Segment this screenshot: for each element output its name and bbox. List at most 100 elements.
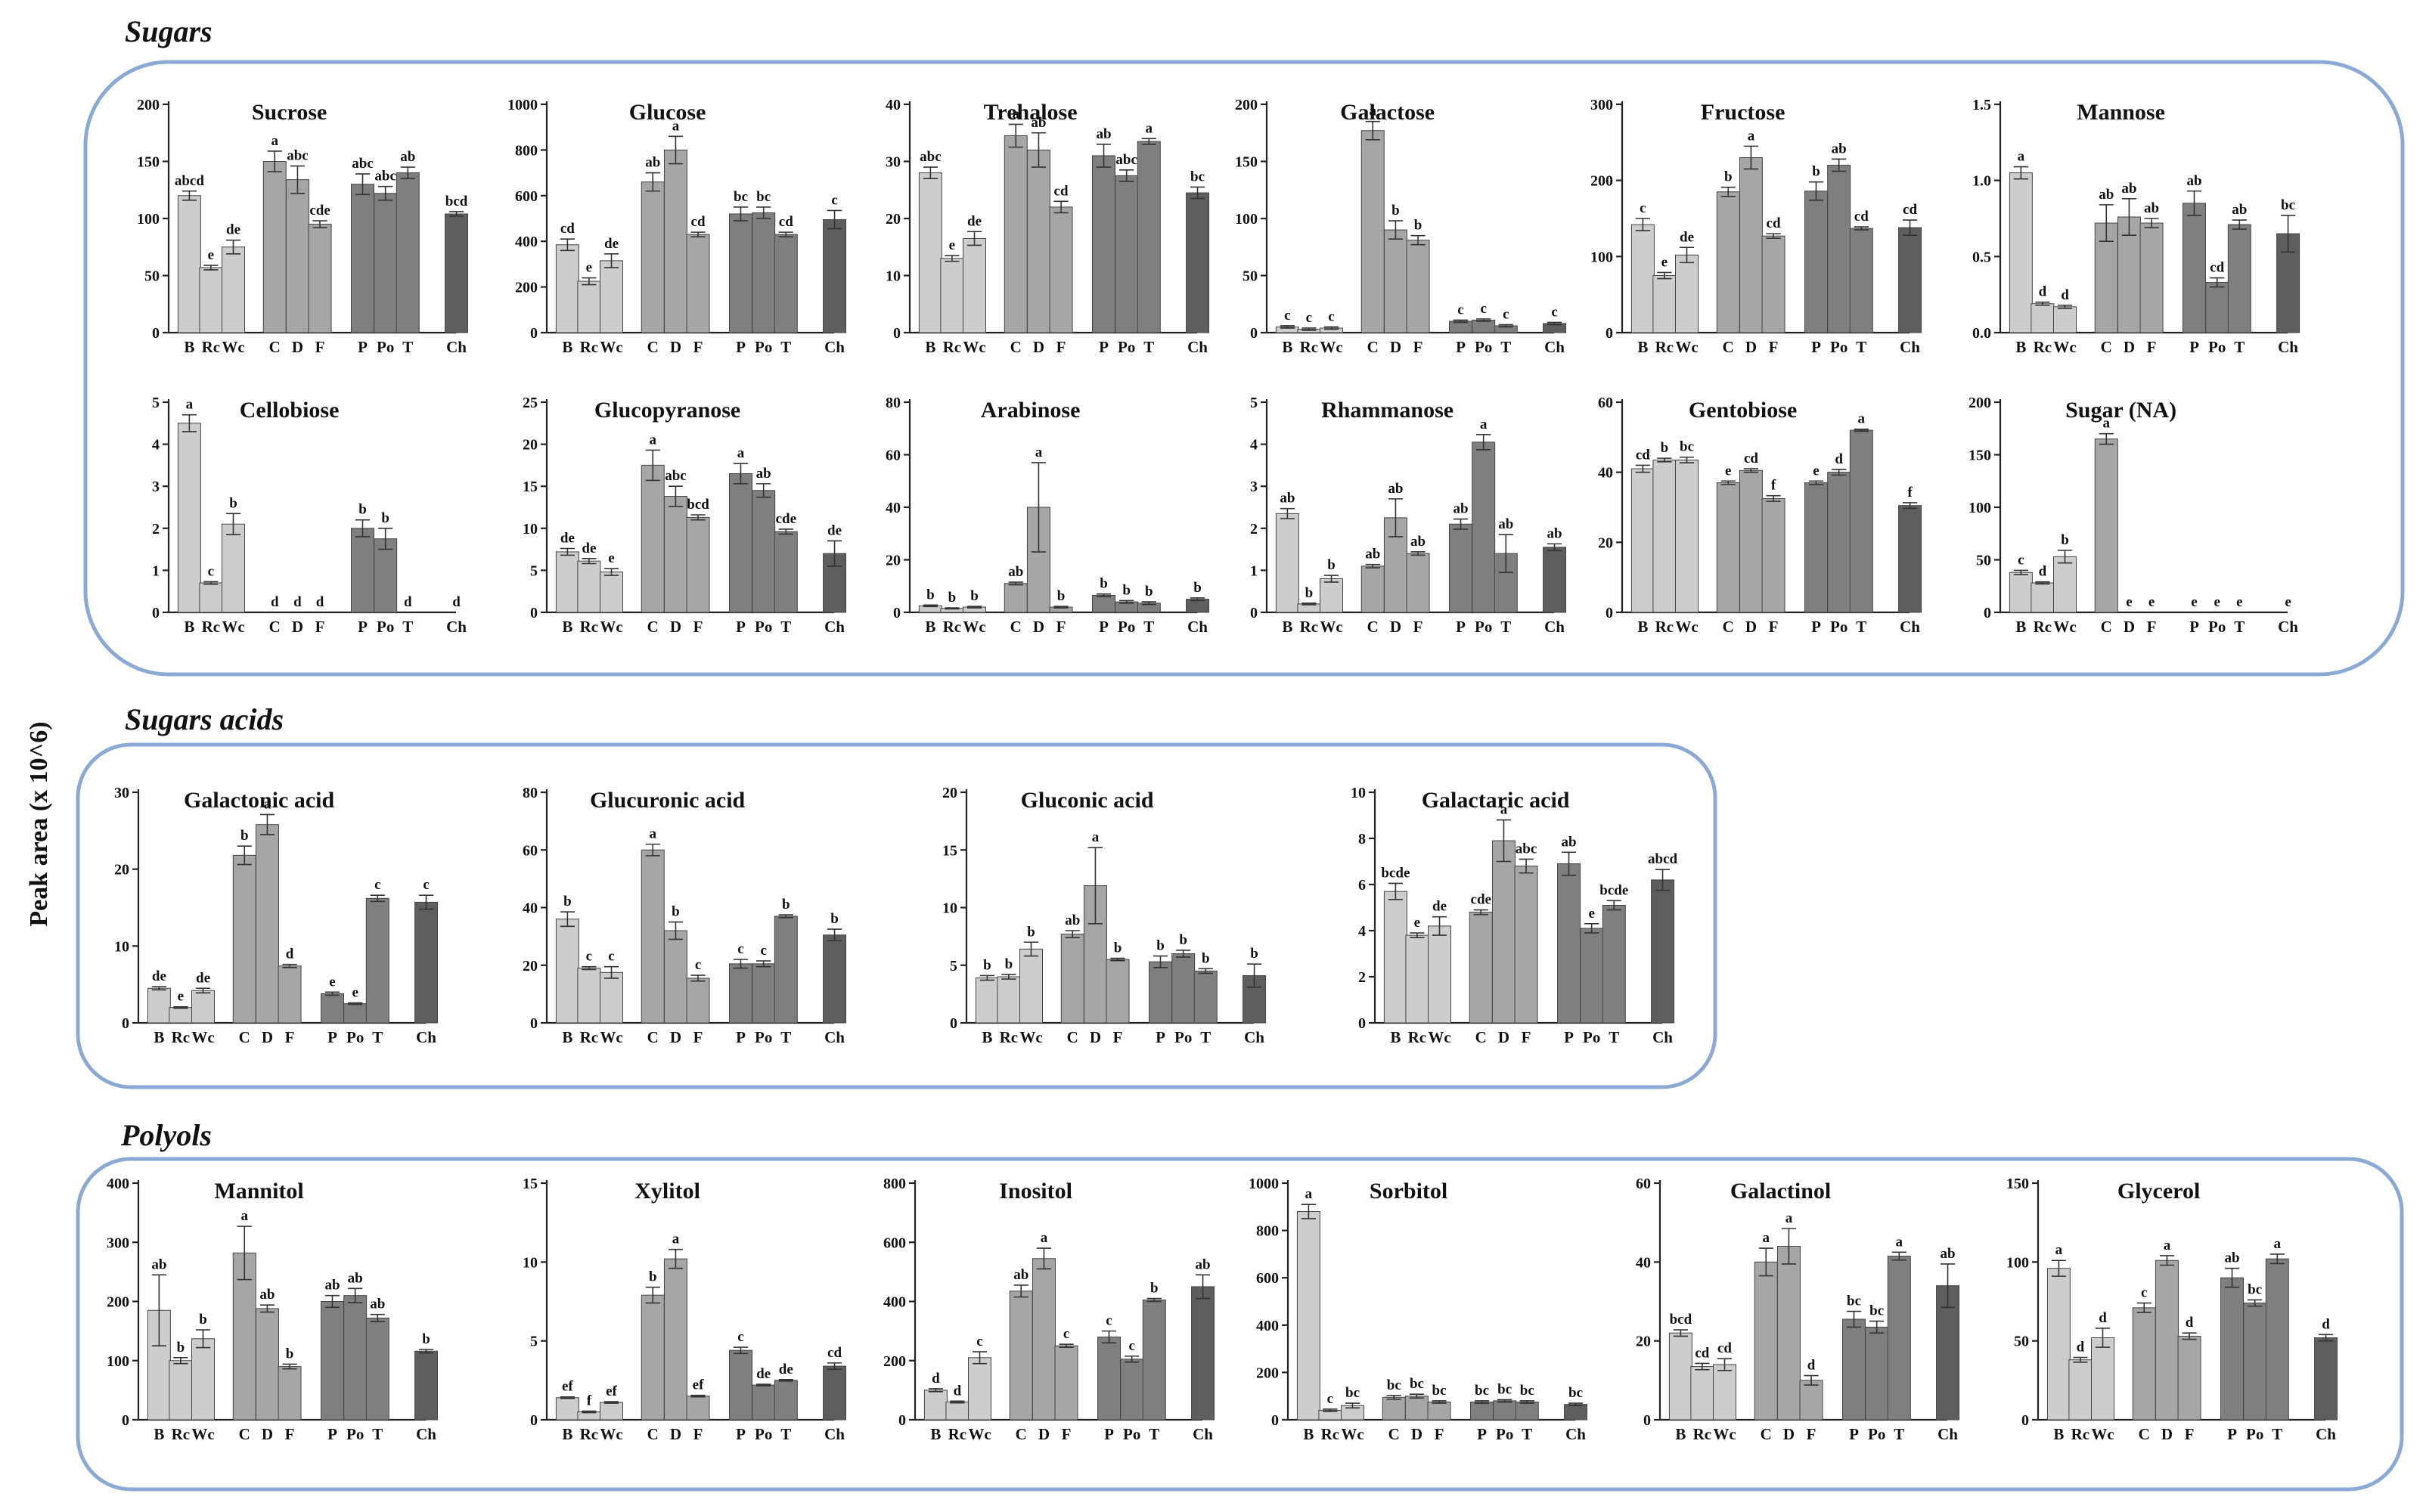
error-bar (1110, 957, 1125, 962)
x-tick-label: Ch (1244, 1028, 1264, 1046)
error-bar (1023, 941, 1039, 957)
error-bar (1301, 327, 1317, 331)
bar-c (641, 181, 665, 333)
error-bar (668, 485, 684, 507)
bar-po (1120, 1359, 1144, 1421)
significance-label: bc (756, 189, 771, 205)
error-bar (1059, 1343, 1074, 1348)
chart-mannose: 0.0 0.5 1.0 1.5 a Bd Rc d Wc ab Cab Dab Fab Pcd Po ab Tb… (1972, 97, 2300, 356)
error-bar (1720, 480, 1736, 485)
bar-wc (1713, 1364, 1736, 1421)
significance-label: b (649, 1269, 657, 1285)
bar-rc (1690, 1366, 1714, 1421)
x-tick-label: F (1056, 618, 1066, 636)
x-tick-label: T (2234, 338, 2245, 356)
x-tick-label: F (2147, 618, 2157, 636)
error-bar (1323, 1408, 1338, 1412)
error-bar (1087, 847, 1103, 925)
chart-xylitol: 0 5 10 15 ef Bf Rc ef Wc b Ca Def Fc Pde Po de Tcd Ch Xyli… (523, 1176, 847, 1443)
bar-wc (1019, 948, 1043, 1024)
y-tick-label: 400 (1256, 1318, 1279, 1334)
x-tick-label: Wc (600, 618, 622, 636)
significance-label: bc (1520, 1383, 1534, 1399)
y-axis-label: Peak area (x 10^6) (25, 721, 53, 926)
significance-label: b (1027, 924, 1035, 940)
x-tick-label: D (1745, 338, 1757, 356)
y-tick-label: 20 (1636, 1334, 1651, 1350)
x-tick-label: B (1282, 618, 1292, 636)
significance-label: c (208, 563, 214, 579)
error-bar (668, 921, 684, 940)
x-tick-label: P (327, 1425, 337, 1443)
bar-po (2243, 1303, 2267, 1421)
error-bar (1065, 930, 1080, 938)
bar-f (1514, 866, 1538, 1024)
bar-f (686, 234, 710, 333)
significance-label: b (1661, 440, 1669, 456)
x-tick-label: Wc (2053, 338, 2076, 356)
error-bar (1635, 218, 1650, 231)
error-bar (282, 1363, 297, 1370)
error-bar (2136, 1302, 2152, 1313)
significance-label: abc (374, 169, 396, 184)
error-bar (1409, 1393, 1425, 1399)
chart-title: Sucrose (252, 100, 327, 125)
chart-panels: 050100150200abcdBeRcdeWcaCabcDcdeFabcPab… (107, 97, 2338, 1443)
significance-label: d (271, 594, 279, 610)
x-tick-label: P (1456, 338, 1466, 356)
y-tick-label: 800 (883, 1176, 906, 1192)
bar-d (2155, 1259, 2179, 1421)
x-tick-label: B (184, 618, 194, 636)
significance-label: a (2274, 1236, 2282, 1252)
x-tick-label: D (1783, 1425, 1795, 1443)
error-bar (2210, 277, 2225, 288)
error-bar (1743, 145, 1759, 170)
y-tick-label: 60 (1636, 1176, 1651, 1192)
bar-po (752, 490, 776, 613)
bar-ch (823, 934, 847, 1024)
bar-f (1761, 235, 1785, 333)
error-bar (195, 1329, 211, 1349)
significance-label: e (2214, 594, 2220, 610)
y-tick-label: 100 (1968, 500, 1991, 516)
significance-label: e (329, 974, 335, 990)
x-tick-label: Wc (1428, 1028, 1450, 1046)
bar-ch (1543, 547, 1567, 613)
bar-rc (2068, 1359, 2093, 1421)
significance-label: d (2186, 1315, 2194, 1331)
x-tick-label: F (693, 1028, 703, 1046)
chart-gentobiose: 0 20 40 60 cd Bb Rc bc Wc e Ccd Df Fe Pd Po a Tf Ch Gentob… (1598, 395, 1922, 636)
x-tick-label: P (736, 618, 746, 636)
error-bar (1388, 498, 1404, 538)
x-tick-label: P (358, 618, 368, 636)
significance-label: a (1041, 1230, 1048, 1246)
y-tick-label: 3 (1250, 479, 1258, 495)
y-tick-label: 20 (523, 437, 538, 454)
error-bar (181, 190, 197, 201)
significance-label: b (229, 495, 237, 511)
group-title-sugars: Sugars (125, 14, 213, 48)
significance-label: de (779, 1362, 793, 1377)
y-tick-label: 15 (942, 842, 957, 859)
bar-f (686, 1396, 710, 1421)
significance-label: c (1106, 1313, 1112, 1329)
chart-title: Sorbitol (1370, 1179, 1447, 1204)
significance-label: c (976, 1334, 982, 1349)
bar-c (1004, 583, 1028, 613)
x-tick-label: C (1388, 1425, 1400, 1443)
significance-label: ab (370, 1297, 385, 1312)
significance-label: e (2191, 594, 2197, 610)
x-tick-label: B (1282, 338, 1292, 356)
significance-label: d (1835, 451, 1843, 467)
error-bar (972, 1351, 988, 1365)
significance-label: b (1250, 946, 1258, 962)
error-bar (2280, 215, 2296, 253)
bar-b (147, 987, 171, 1024)
error-bar (1280, 325, 1295, 329)
x-tick-label: Wc (600, 338, 622, 356)
x-tick-label: Wc (222, 618, 244, 636)
significance-label: c (831, 192, 837, 208)
y-tick-label: 0 (122, 1015, 129, 1032)
bar-d (1404, 1396, 1429, 1421)
chart-title: Arabinose (981, 398, 1081, 423)
